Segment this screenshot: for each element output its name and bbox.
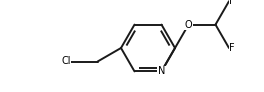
- Text: F: F: [229, 0, 235, 6]
- Text: O: O: [185, 20, 192, 30]
- Text: Cl: Cl: [61, 56, 70, 67]
- Text: N: N: [158, 66, 165, 76]
- Text: F: F: [229, 43, 235, 53]
